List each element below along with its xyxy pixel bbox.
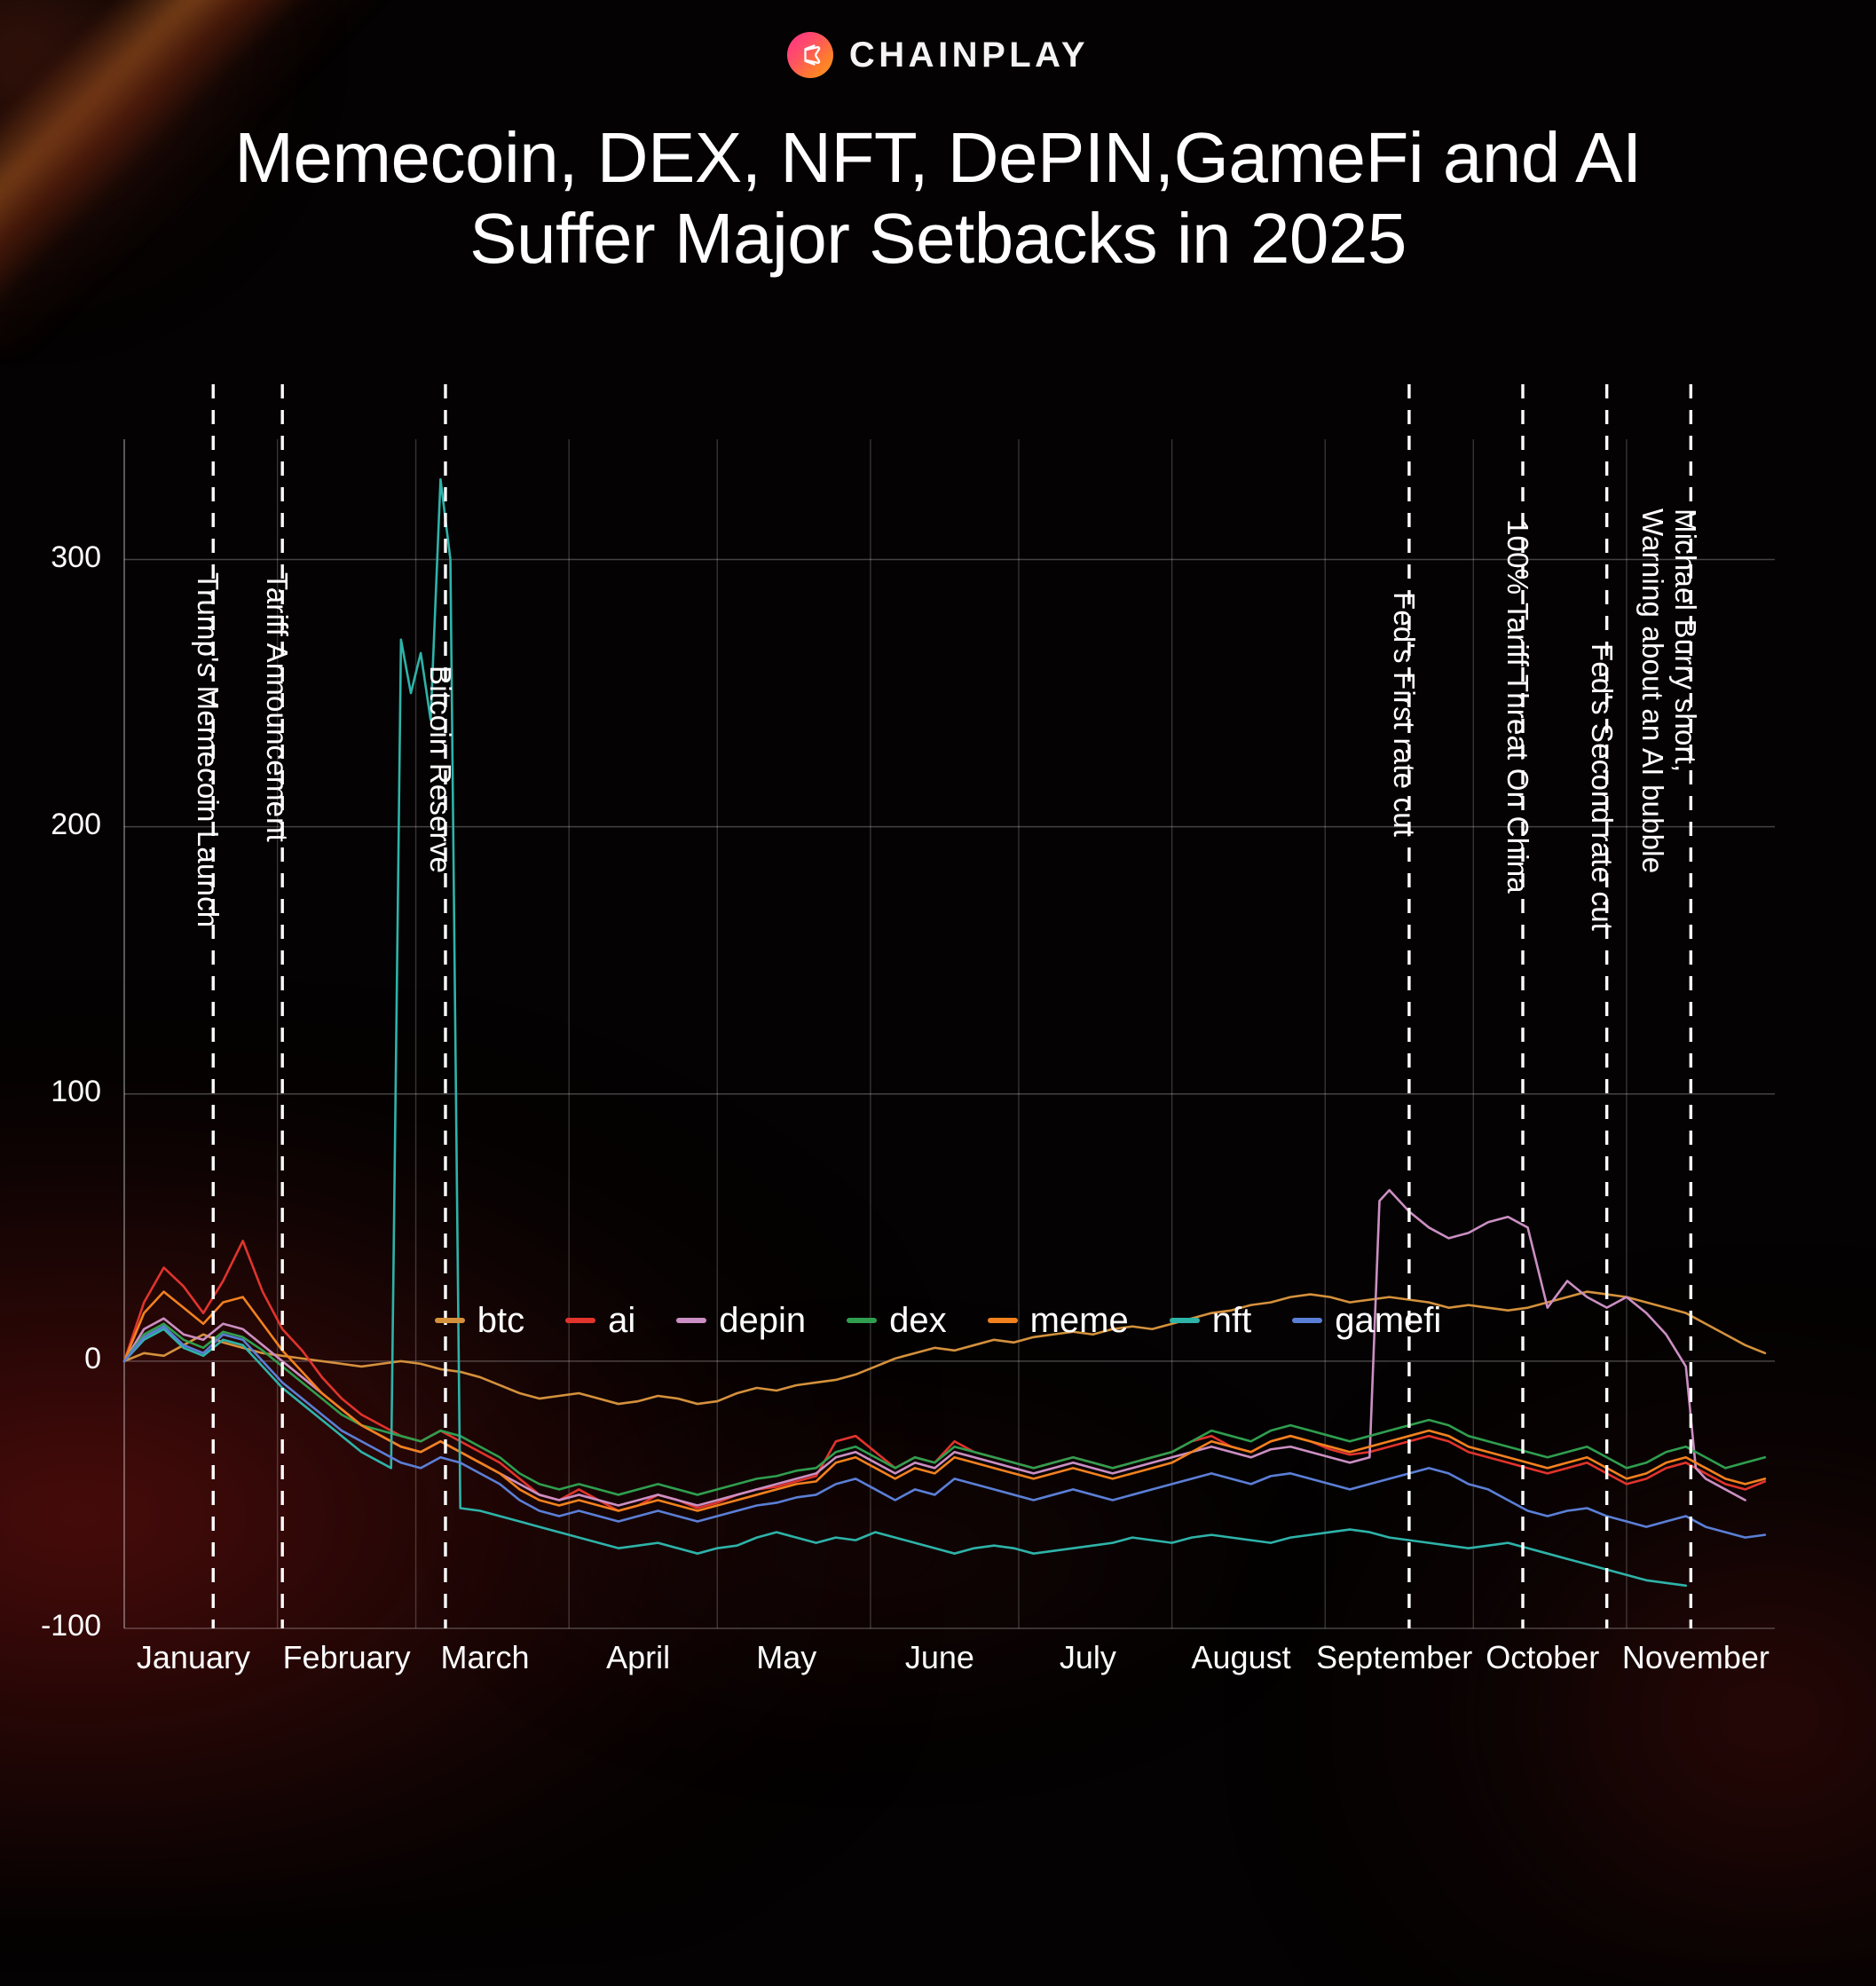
page-title: Memecoin, DEX, NFT, DePIN,GameFi and AI … <box>0 117 1876 279</box>
series-line-ai <box>122 1240 1767 1512</box>
chart-legend: btc ai depin dex meme nft gamefi <box>0 1303 1876 1338</box>
x-axis-tick-label: June <box>904 1639 974 1675</box>
x-axis-tick-label: April <box>606 1639 671 1675</box>
x-axis-tick-label: October <box>1486 1639 1600 1675</box>
legend-item-nft[interactable]: nft <box>1169 1301 1252 1340</box>
legend-swatch-gamefi-icon <box>1292 1318 1323 1323</box>
plot-area: 300 200 100 0 -100 January February March April… <box>41 384 1775 1675</box>
event-annotation-label: Michael Burry short, Warning about an AI … <box>1636 508 1703 874</box>
x-axis-tick-label: August <box>1191 1639 1291 1675</box>
legend-label-ai: ai <box>608 1301 636 1340</box>
legend-label-depin: depin <box>719 1301 807 1340</box>
event-annotation-line: Fed's Second rate cut <box>1585 643 1619 932</box>
legend-item-btc[interactable]: btc <box>434 1301 525 1340</box>
legend-item-depin[interactable]: depin <box>676 1303 806 1338</box>
legend-label-meme: meme <box>1029 1301 1129 1340</box>
event-annotation-label: Trump's Memecoin Launch <box>192 572 225 928</box>
legend-label-nft: nft <box>1211 1301 1252 1340</box>
event-annotation-label: Bitcoin Reserve <box>423 666 457 874</box>
event-annotation-label: Fed's Second rate cut <box>1585 643 1619 932</box>
chainplay-logo-icon <box>786 32 833 78</box>
legend-swatch-depin-icon <box>676 1318 707 1323</box>
series-line-gamefi <box>122 1325 1767 1539</box>
x-axis-tick-label: November <box>1621 1639 1770 1675</box>
event-annotation-line: Tariff Announcement <box>261 572 295 843</box>
y-axis-tick-label: 0 <box>84 1341 101 1375</box>
event-annotation-label: 100% Tariff Threat On China <box>1501 519 1534 894</box>
legend-swatch-meme-icon <box>987 1318 1018 1323</box>
y-axis-tick-label: 300 <box>51 540 101 574</box>
page-title-line-2: Suffer Major Setbacks in 2025 <box>469 199 1407 279</box>
x-axis-tick-label: September <box>1316 1639 1473 1675</box>
event-annotation-line: 100% Tariff Threat On China <box>1501 519 1534 894</box>
x-axis-tick-label: May <box>756 1639 817 1675</box>
brand-header: CHAINPLAY <box>0 32 1876 78</box>
event-annotation-line: Michael Burry short, <box>1669 508 1703 773</box>
event-annotation-line: Warning about an AI bubble <box>1636 508 1670 874</box>
event-annotation-line: Bitcoin Reserve <box>423 666 457 874</box>
legend-swatch-ai-icon <box>565 1318 596 1323</box>
event-annotation-line: Fed's First rate cut <box>1387 592 1421 838</box>
legend-swatch-nft-icon <box>1169 1318 1200 1323</box>
brand-name: CHAINPLAY <box>848 35 1090 75</box>
legend-label-gamefi: gamefi <box>1335 1301 1442 1340</box>
x-axis-tick-label: February <box>282 1639 411 1675</box>
legend-item-dex[interactable]: dex <box>847 1303 947 1338</box>
x-axis-tick-label: January <box>136 1639 250 1675</box>
legend-label-dex: dex <box>889 1301 947 1340</box>
event-annotation-line: Trump's Memecoin Launch <box>192 572 225 928</box>
legend-item-ai[interactable]: ai <box>565 1303 635 1338</box>
line-chart: 300 200 100 0 -100 January February March April… <box>0 373 1876 1757</box>
x-axis-tick-label: March <box>440 1639 530 1675</box>
y-axis-tick-label: -100 <box>40 1609 101 1643</box>
legend-item-meme[interactable]: meme <box>987 1301 1129 1340</box>
legend-swatch-btc-icon <box>434 1318 465 1323</box>
event-annotation-label: Tariff Announcement <box>261 572 295 843</box>
legend-swatch-dex-icon <box>847 1318 878 1323</box>
x-axis-tick-label: July <box>1059 1639 1116 1675</box>
legend-item-gamefi[interactable]: gamefi <box>1292 1303 1441 1338</box>
series-line-nft <box>122 477 1688 1588</box>
legend-label-btc: btc <box>477 1301 525 1340</box>
page-title-line-1: Memecoin, DEX, NFT, DePIN,GameFi and AI <box>234 118 1642 197</box>
y-axis-tick-label: 100 <box>51 1074 101 1108</box>
y-axis-tick-label: 200 <box>51 807 101 841</box>
event-annotation-label: Fed's First rate cut <box>1387 592 1421 838</box>
